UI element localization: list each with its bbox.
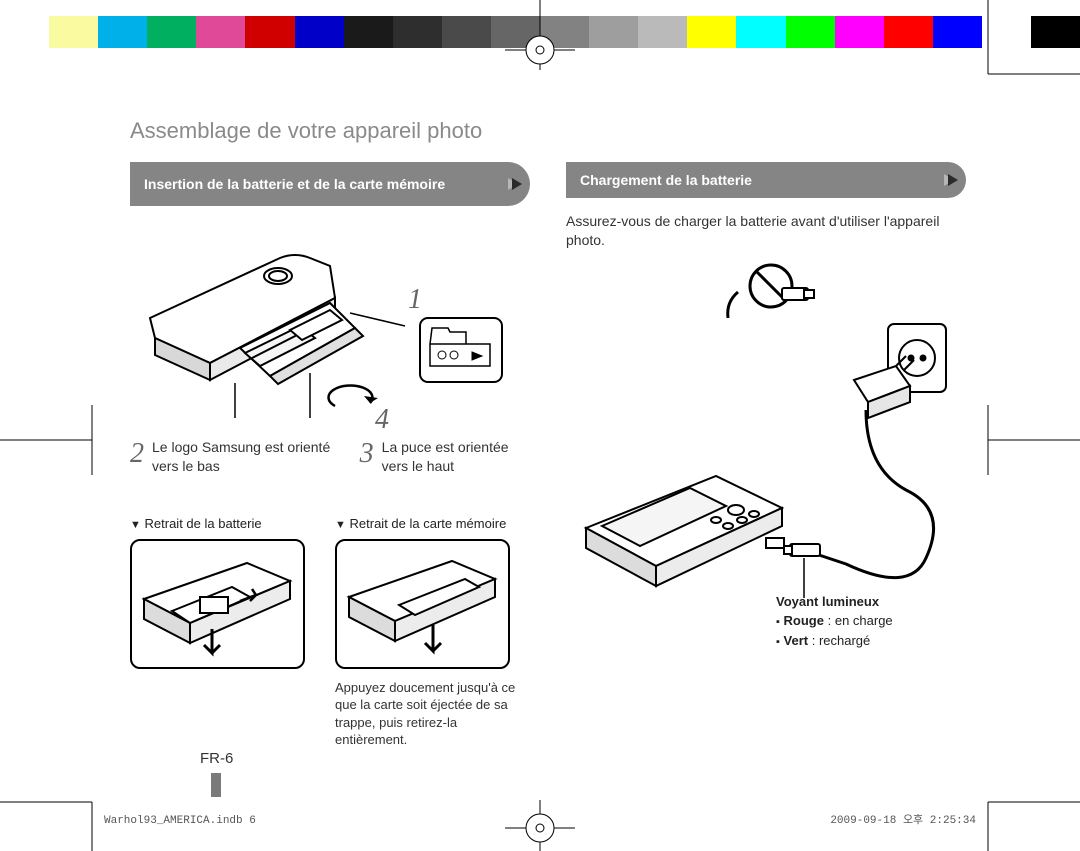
step-3-number: 3 bbox=[360, 438, 374, 476]
legend-green-label: Vert bbox=[784, 633, 809, 648]
svg-text:1: 1 bbox=[408, 284, 422, 315]
card-removal-diagram bbox=[335, 539, 510, 669]
charging-intro: Assurez-vous de charger la batterie avan… bbox=[566, 212, 966, 250]
page-title: Assemblage de votre appareil photo bbox=[130, 118, 950, 144]
page-number-bar bbox=[211, 773, 221, 797]
legend-red-label: Rouge bbox=[784, 613, 824, 628]
step-2-text: Le logo Samsung est orienté vers le bas bbox=[152, 438, 336, 476]
footer-right: 2009-09-18 오후 2:25:34 bbox=[830, 811, 976, 827]
indicator-legend: Voyant lumineux ▪ Rouge : en charge ▪ Ve… bbox=[776, 592, 966, 651]
charging-diagram bbox=[566, 258, 966, 598]
banner-insertion: Insertion de la batterie et de la carte … bbox=[130, 162, 530, 206]
color-calibration-bar bbox=[0, 16, 1080, 48]
banner-charging-text: Chargement de la batterie bbox=[580, 172, 752, 188]
page-number: FR-6 bbox=[200, 750, 233, 767]
sub-battery-text: Retrait de la batterie bbox=[145, 516, 262, 531]
banner-charging: Chargement de la batterie bbox=[566, 162, 966, 198]
legend-green-text: : rechargé bbox=[812, 633, 871, 648]
sub-battery-heading: ▼ Retrait de la batterie bbox=[130, 516, 305, 531]
svg-text:4: 4 bbox=[375, 404, 389, 428]
footer-left: Warhol93_AMERICA.indb 6 bbox=[104, 815, 256, 827]
left-column: Insertion de la batterie et de la carte … bbox=[130, 162, 530, 749]
card-caption: Appuyez doucement jusqu'à ce que la cart… bbox=[335, 679, 530, 749]
camera-insert-diagram: 1 4 bbox=[130, 218, 530, 428]
legend-red-text: : en charge bbox=[828, 613, 893, 628]
battery-removal-diagram bbox=[130, 539, 305, 669]
step-2-number: 2 bbox=[130, 438, 144, 476]
right-column: Chargement de la batterie Assurez-vous d… bbox=[566, 162, 966, 749]
step-3-text: La puce est orientée vers le haut bbox=[382, 438, 530, 476]
banner-insertion-text: Insertion de la batterie et de la carte … bbox=[144, 176, 445, 192]
sub-card-heading: ▼ Retrait de la carte mémoire bbox=[335, 516, 530, 531]
sub-card-text: Retrait de la carte mémoire bbox=[350, 516, 507, 531]
